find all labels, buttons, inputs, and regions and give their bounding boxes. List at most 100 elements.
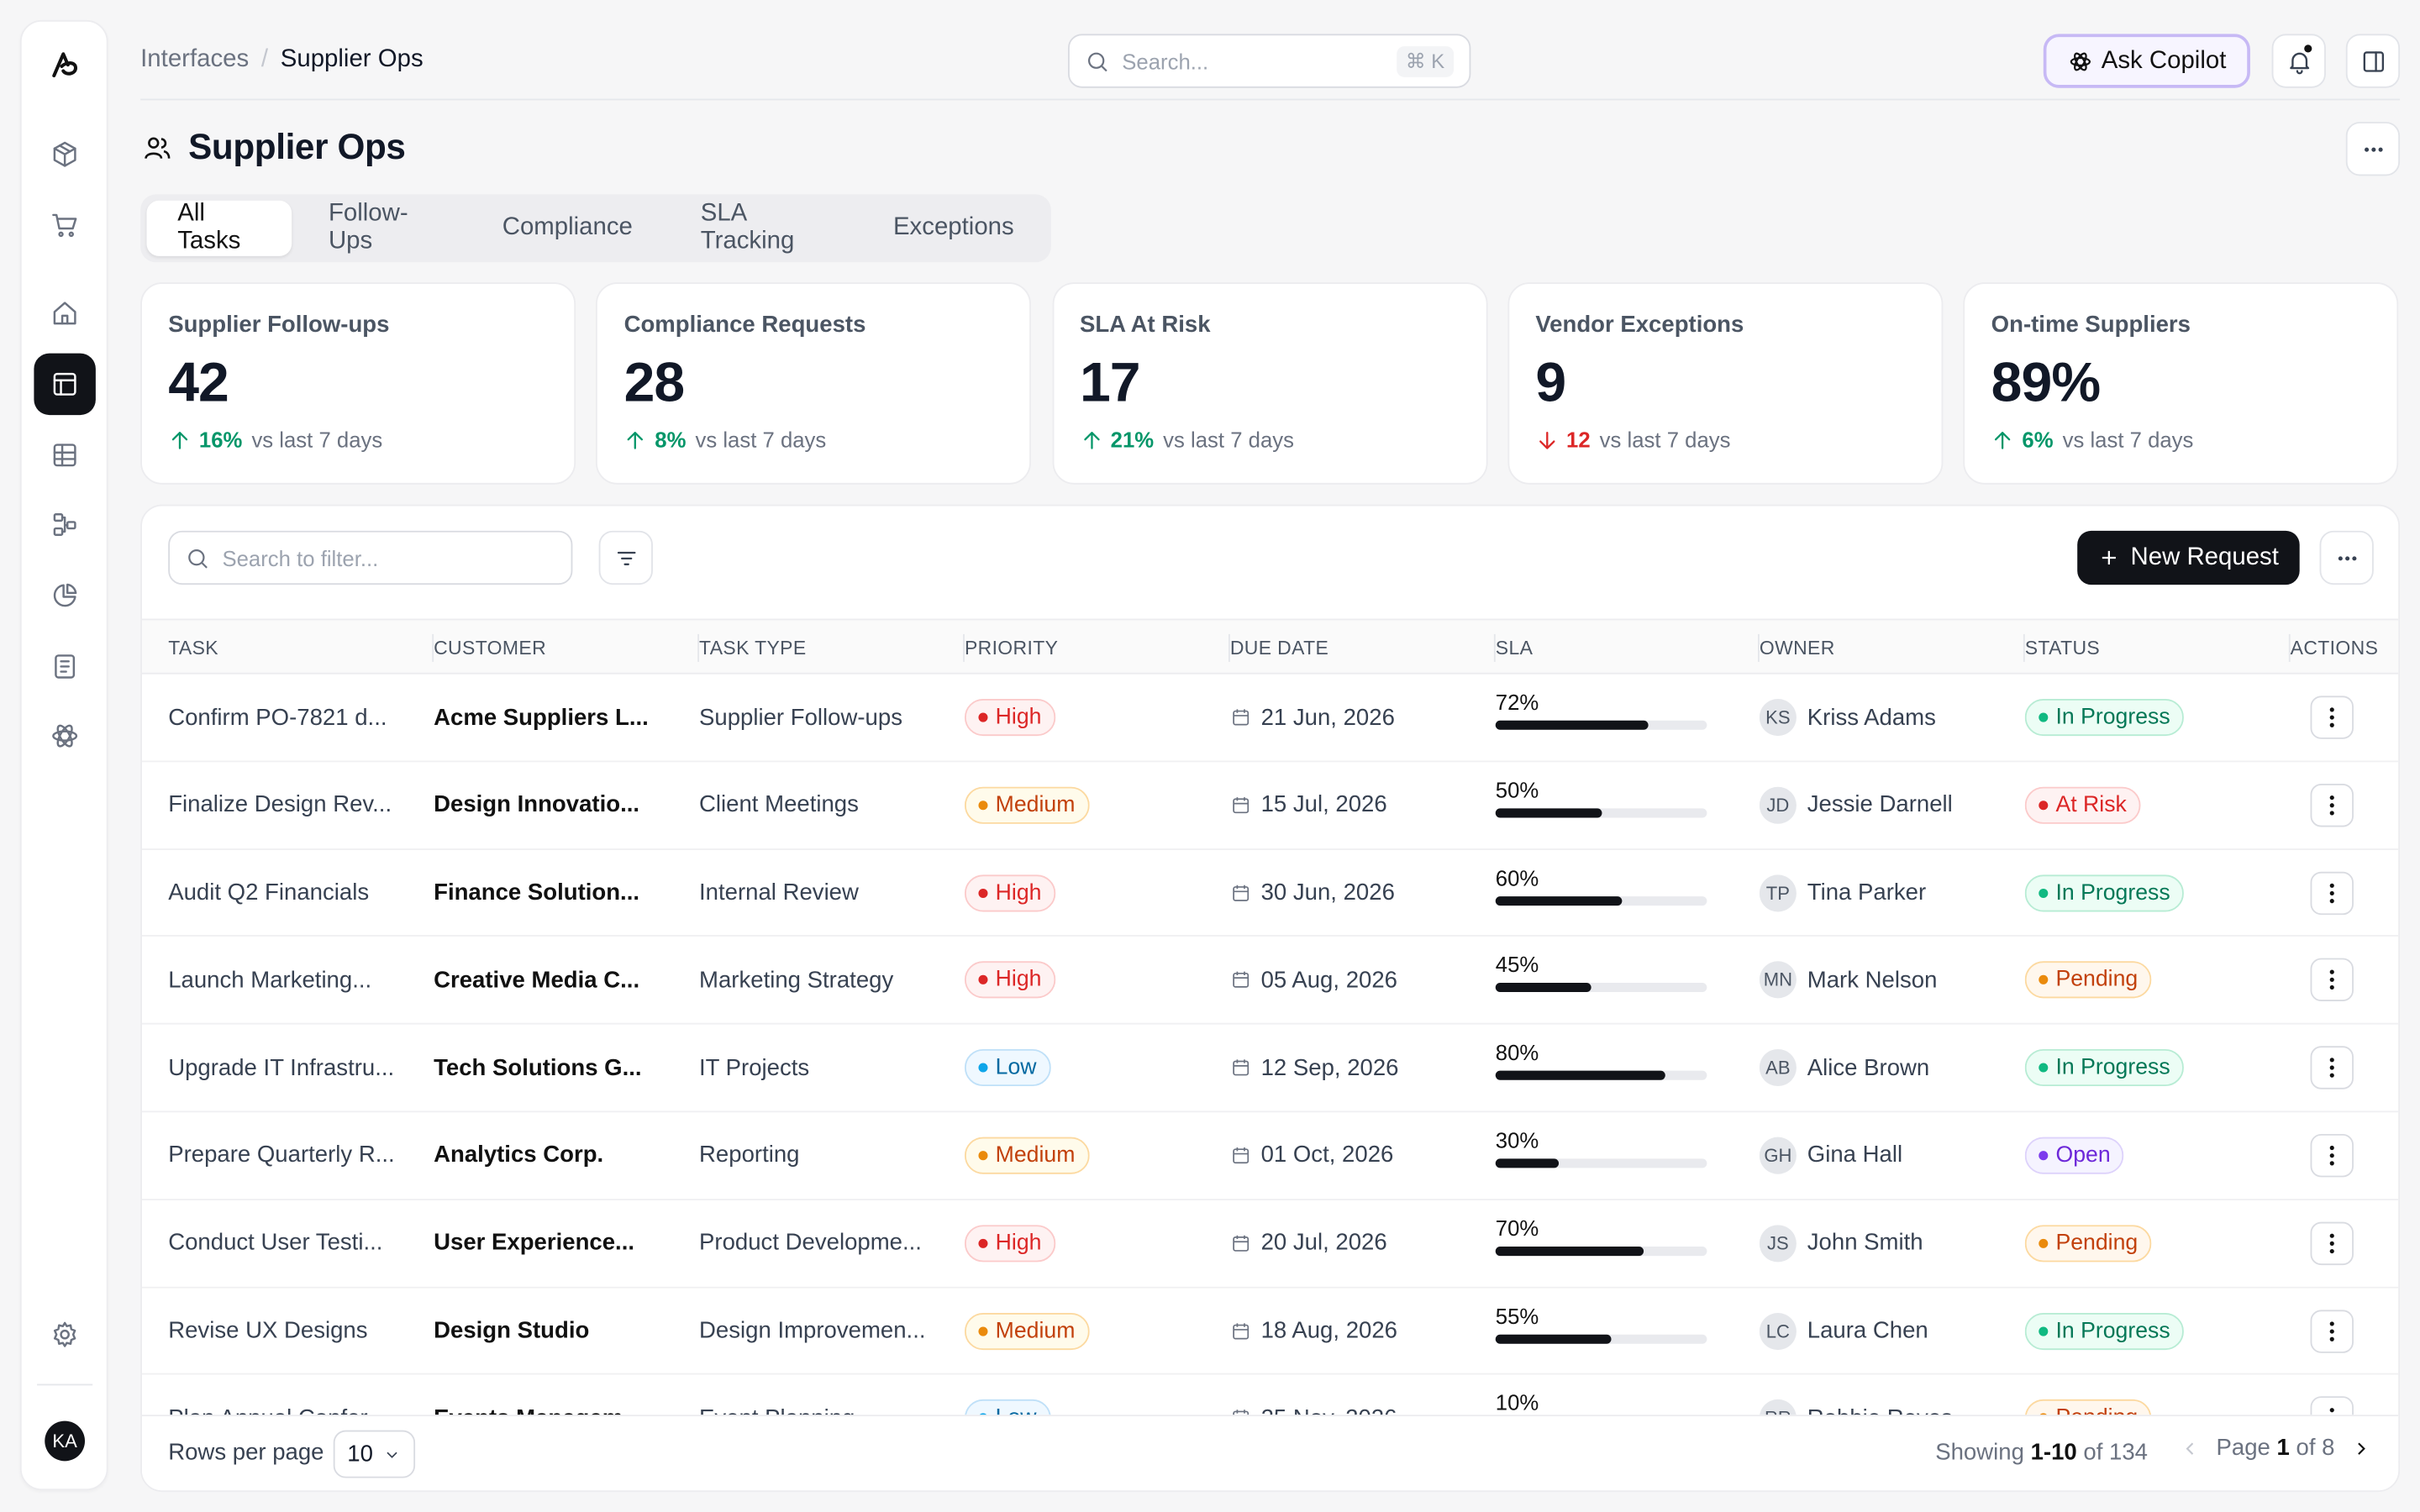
- task-cell[interactable]: Prepare Quarterly R...: [168, 1142, 395, 1169]
- status-cell: Pending: [2024, 1200, 2152, 1287]
- task-cell[interactable]: Upgrade IT Infrastru...: [168, 1054, 395, 1081]
- notifications-button[interactable]: [2271, 34, 2326, 88]
- table-row[interactable]: Audit Q2 Financials Finance Solution... In…: [141, 849, 2399, 937]
- table-row[interactable]: Prepare Quarterly R... Analytics Corp. Rep…: [141, 1112, 2399, 1200]
- logo-icon[interactable]: [34, 34, 95, 95]
- table-row[interactable]: Confirm PO-7821 d... Acme Suppliers L... S…: [141, 675, 2399, 762]
- tab-sla-tracking[interactable]: SLA Tracking: [700, 200, 795, 255]
- priority-dot: [978, 1151, 988, 1161]
- kpi-trend: 16%: [168, 428, 242, 452]
- task-cell[interactable]: Finalize Design Rev...: [168, 791, 392, 818]
- toggle-panel-button[interactable]: [2345, 34, 2401, 88]
- rows-per-page-select[interactable]: 10: [333, 1430, 416, 1478]
- table-body: Confirm PO-7821 d... Acme Suppliers L... S…: [141, 675, 2399, 1463]
- row-actions-button[interactable]: [2310, 870, 2354, 915]
- bell-icon: [2289, 51, 2309, 74]
- owner-name: Kriss Adams: [1807, 704, 1936, 731]
- task-cell[interactable]: Confirm PO-7821 d...: [168, 704, 387, 731]
- tab-compliance[interactable]: Compliance: [502, 214, 633, 241]
- priority-cell: Medium: [964, 762, 1089, 848]
- page-prefix: Page: [2216, 1435, 2270, 1462]
- task-type-cell: IT Projects: [699, 1054, 810, 1081]
- new-request-button[interactable]: New Request: [2077, 530, 2300, 585]
- page-indicator: Page 1 of 8: [2217, 1435, 2335, 1461]
- pie-chart-icon[interactable]: [34, 564, 95, 626]
- priority-dot: [978, 800, 988, 810]
- status-label: Pending: [2055, 968, 2139, 993]
- table-more-button[interactable]: [2319, 530, 2374, 585]
- table-icon[interactable]: [34, 424, 95, 486]
- customer-cell: Acme Suppliers L...: [434, 704, 649, 731]
- column-divider: [963, 633, 965, 662]
- document-icon[interactable]: [34, 636, 95, 697]
- layout-icon[interactable]: [34, 353, 96, 416]
- home-icon[interactable]: [34, 282, 95, 344]
- row-actions-button[interactable]: [2310, 783, 2354, 827]
- status-dot: [2039, 888, 2049, 898]
- task-cell[interactable]: Audit Q2 Financials: [168, 879, 370, 906]
- task-type-cell: Product Developme...: [699, 1230, 922, 1257]
- status-badge: In Progress: [2024, 874, 2185, 911]
- settings-icon[interactable]: [34, 1304, 95, 1365]
- sla-progress-fill: [1495, 1333, 1612, 1343]
- table-row[interactable]: Finalize Design Rev... Design Innovatio..…: [141, 762, 2399, 850]
- breadcrumb-parent[interactable]: Interfaces: [140, 46, 250, 73]
- row-actions-button[interactable]: [2310, 696, 2354, 739]
- kpi-label: SLA At Risk: [1079, 312, 1211, 339]
- row-actions-button[interactable]: [2310, 1046, 2354, 1090]
- task-cell[interactable]: Conduct User Testi...: [168, 1230, 383, 1257]
- owner-cell: AB Alice Brown: [1759, 1025, 2014, 1111]
- tab-follow-ups[interactable]: Follow-Ups: [328, 200, 408, 255]
- due-date-label: 21 Jun, 2026: [1260, 704, 1395, 731]
- chevron-left-icon[interactable]: [2179, 1437, 2201, 1459]
- user-avatar[interactable]: KA: [45, 1420, 86, 1462]
- kpi-delta-value: 8%: [655, 427, 687, 453]
- table-row[interactable]: Conduct User Testi... User Experience... P…: [141, 1200, 2399, 1288]
- filter-button[interactable]: [598, 530, 653, 585]
- global-search[interactable]: ⌘ K: [1067, 34, 1471, 88]
- status-cell: In Progress: [2024, 849, 2185, 936]
- row-actions-button[interactable]: [2310, 1221, 2354, 1265]
- tasks-panel: New Request TASK CUSTOMER TASK TYPE PRIORIT…: [140, 504, 2401, 1493]
- row-actions-button[interactable]: [2310, 1133, 2354, 1178]
- cart-icon[interactable]: [34, 194, 95, 255]
- task-cell[interactable]: Launch Marketing...: [168, 967, 372, 994]
- task-cell[interactable]: Revise UX Designs: [168, 1317, 368, 1344]
- tab-exceptions[interactable]: Exceptions: [892, 214, 1014, 241]
- breadcrumb-current: Supplier Ops: [280, 46, 424, 73]
- row-actions-button[interactable]: [2310, 958, 2354, 1002]
- box-icon[interactable]: [34, 123, 95, 185]
- kpi-delta: 16% vs last 7 days: [168, 428, 548, 452]
- column-divider: [2023, 633, 2025, 662]
- ask-copilot-button[interactable]: Ask Copilot: [2043, 34, 2250, 88]
- table-row[interactable]: Revise UX Designs Design Studio Design Imp…: [141, 1288, 2399, 1376]
- workflow-icon[interactable]: [34, 494, 95, 555]
- users-icon: [145, 136, 171, 159]
- page-more-button[interactable]: [2345, 122, 2401, 176]
- sla-progress-track: [1495, 1333, 1707, 1343]
- kpi-delta-note: vs last 7 days: [1599, 427, 1731, 453]
- more-vertical-icon: [2329, 1233, 2334, 1253]
- table-row[interactable]: Upgrade IT Infrastru... Tech Solutions G.…: [141, 1025, 2399, 1113]
- row-actions-button[interactable]: [2310, 1309, 2354, 1353]
- owner-name: Alice Brown: [1807, 1054, 1930, 1081]
- table-row[interactable]: Launch Marketing... Creative Media C... Ma…: [141, 937, 2399, 1025]
- owner-name: John Smith: [1807, 1230, 1923, 1257]
- atom-icon[interactable]: [34, 705, 95, 766]
- kpi-card: Compliance Requests 28 8% vs last 7 days: [596, 282, 1032, 485]
- filter-search[interactable]: [168, 530, 573, 585]
- kpi-card: Vendor Exceptions 9 12 vs last 7 days: [1507, 282, 1944, 485]
- due-date-label: 30 Jun, 2026: [1260, 879, 1395, 906]
- search-input[interactable]: [1122, 48, 1384, 74]
- chevron-right-icon[interactable]: [2350, 1437, 2372, 1459]
- more-vertical-icon: [2329, 795, 2334, 816]
- sla-progress-fill: [1495, 808, 1602, 818]
- owner-name: Jessie Darnell: [1807, 791, 1953, 818]
- due-date-cell: 15 Jul, 2026: [1230, 762, 1387, 848]
- due-date-cell: 12 Sep, 2026: [1230, 1025, 1399, 1111]
- tab-all-tasks[interactable]: All Tasks: [146, 200, 292, 256]
- customer-cell: Design Innovatio...: [434, 791, 640, 818]
- kpi-delta-value: 21%: [1110, 427, 1155, 453]
- calendar-icon: [1233, 972, 1249, 989]
- filter-input[interactable]: [222, 545, 556, 570]
